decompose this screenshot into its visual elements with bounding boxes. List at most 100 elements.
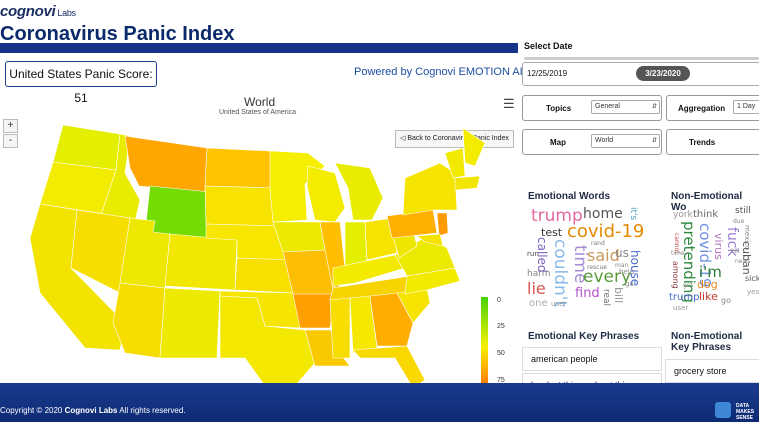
cloud-word: us — [615, 246, 629, 260]
header-bar — [0, 43, 518, 53]
select-arrows-icon: ⇵ — [651, 138, 657, 144]
cloud-word: house — [628, 250, 642, 287]
legend-tick: 50 — [497, 350, 505, 357]
zoom-in-button[interactable]: + — [3, 119, 18, 133]
us-map[interactable] — [15, 118, 490, 388]
copyright-text: Copyright © 2020 Cognovi Labs All rights… — [0, 406, 186, 415]
powered-by-link[interactable]: Powered by Cognovi EMOTION AI — [354, 66, 523, 78]
non-emotional-phrases-title: Non-Emotional Key Phrases — [671, 331, 743, 353]
map-subtitle: United States of America — [219, 109, 297, 116]
page-title: Coronavirus Panic Index — [0, 23, 235, 45]
non-emotional-phrase-item[interactable]: grocery store — [665, 359, 759, 383]
cloud-word: lie — [527, 279, 546, 298]
state-new-jersey[interactable] — [436, 212, 449, 237]
cloud-word: kill — [731, 248, 740, 255]
cloud-word: york — [673, 210, 693, 220]
emotional-phrase-item[interactable]: american people — [522, 347, 662, 371]
partner-logo-icon — [715, 402, 731, 418]
end-date-handle[interactable]: 3/23/2020 — [636, 66, 690, 81]
state-florida[interactable] — [352, 345, 426, 388]
state-ohio[interactable] — [364, 217, 398, 261]
state-wyoming[interactable] — [144, 185, 211, 239]
cloud-word: couldn't — [550, 239, 570, 308]
state-texas[interactable] — [219, 295, 316, 387]
select-date-label: Select Date — [524, 41, 573, 51]
state-wisconsin[interactable] — [306, 165, 346, 223]
emotional-word-cloud: trump home covid-19 test called couldn't… — [527, 205, 645, 313]
trends-control[interactable]: Trends — [666, 129, 759, 155]
cloud-word: got — [683, 282, 693, 289]
zoom-out-button[interactable]: - — [3, 134, 18, 148]
state-kentucky[interactable] — [332, 254, 406, 287]
cloud-word: help — [619, 268, 635, 276]
state-michigan[interactable] — [334, 162, 384, 221]
aggregation-select[interactable]: 1 Day — [733, 100, 759, 114]
cloud-word: home — [583, 206, 623, 222]
state-pennsylvania[interactable] — [386, 209, 438, 239]
hamburger-menu-icon[interactable]: ☰ — [503, 96, 515, 111]
cloud-word: covid-19 — [696, 223, 714, 288]
date-range-input[interactable]: 12/25/2019 3/23/2020 — [522, 62, 759, 86]
map-label: Map — [550, 138, 566, 147]
cloud-word: time — [671, 250, 685, 257]
cloud-word: user — [551, 300, 567, 308]
cloud-word: trump — [669, 292, 700, 303]
state-arkansas[interactable] — [292, 293, 336, 329]
cloud-word: every — [583, 267, 632, 287]
state-massachusetts[interactable] — [454, 175, 481, 191]
cloud-word: fuck — [724, 227, 740, 257]
aggregation-control[interactable]: Aggregation 1 Day — [666, 95, 759, 121]
cloud-word: real — [601, 289, 611, 307]
cloud-word: test — [541, 226, 563, 239]
state-maine[interactable] — [462, 127, 486, 167]
cloud-word: trump — [531, 206, 583, 226]
state-north-dakota[interactable] — [204, 147, 274, 189]
map-control[interactable]: Map World ⇵ — [522, 129, 662, 155]
topics-label: Topics — [546, 104, 572, 113]
cloud-word: time — [570, 245, 590, 284]
state-indiana[interactable] — [344, 221, 368, 269]
state-mississippi[interactable] — [329, 297, 351, 359]
cloud-word: user — [673, 304, 689, 312]
emotional-phrases-title: Emotional Key Phrases — [528, 331, 640, 342]
state-new-mexico[interactable] — [159, 287, 221, 359]
cloud-word: still — [735, 206, 751, 216]
cloud-word: called — [535, 237, 549, 273]
cloud-word: virus — [712, 233, 725, 260]
state-arizona[interactable] — [112, 282, 166, 359]
cloud-word: due — [733, 218, 745, 225]
trends-label: Trends — [689, 138, 716, 147]
state-new-york[interactable] — [402, 162, 458, 216]
cloud-word: among — [671, 261, 680, 289]
color-legend-bar — [481, 297, 488, 395]
cloud-word: go — [721, 296, 731, 305]
date-range-track[interactable] — [524, 57, 759, 60]
emotional-words-title: Emotional Words — [528, 191, 611, 202]
state-vermont-nh[interactable] — [444, 147, 466, 179]
cloud-word: rescue — [587, 264, 607, 271]
map-select[interactable]: World ⇵ — [591, 134, 660, 148]
state-colorado[interactable] — [164, 233, 238, 291]
state-georgia[interactable] — [369, 292, 414, 347]
state-maryland[interactable] — [416, 233, 444, 247]
cloud-word: rand — [591, 240, 605, 247]
cloud-word: one — [529, 298, 548, 309]
aggregation-label: Aggregation — [678, 104, 726, 113]
legend-tick: 0 — [497, 297, 501, 304]
topics-select[interactable]: General ⇵ — [591, 100, 660, 114]
state-montana[interactable] — [124, 135, 208, 193]
cloud-word: like — [699, 290, 718, 303]
cloud-word: i'm — [699, 263, 722, 281]
topics-control[interactable]: Topics General ⇵ — [522, 95, 662, 121]
state-south-dakota[interactable] — [204, 185, 276, 227]
footer-bar — [0, 383, 759, 422]
cloud-word: bill — [612, 287, 625, 304]
cloud-word: cannot — [673, 233, 680, 254]
cloud-word: dog — [697, 278, 718, 291]
map-title: World — [244, 95, 276, 109]
cloud-word: covid-19 — [567, 221, 645, 242]
legend-tick: 25 — [497, 323, 505, 330]
cloud-word: pretending — [680, 221, 698, 303]
brand-logo: cognovi Labs — [0, 3, 76, 20]
non-emotional-word-cloud: york think still pretending covid-19 vir… — [669, 205, 759, 313]
